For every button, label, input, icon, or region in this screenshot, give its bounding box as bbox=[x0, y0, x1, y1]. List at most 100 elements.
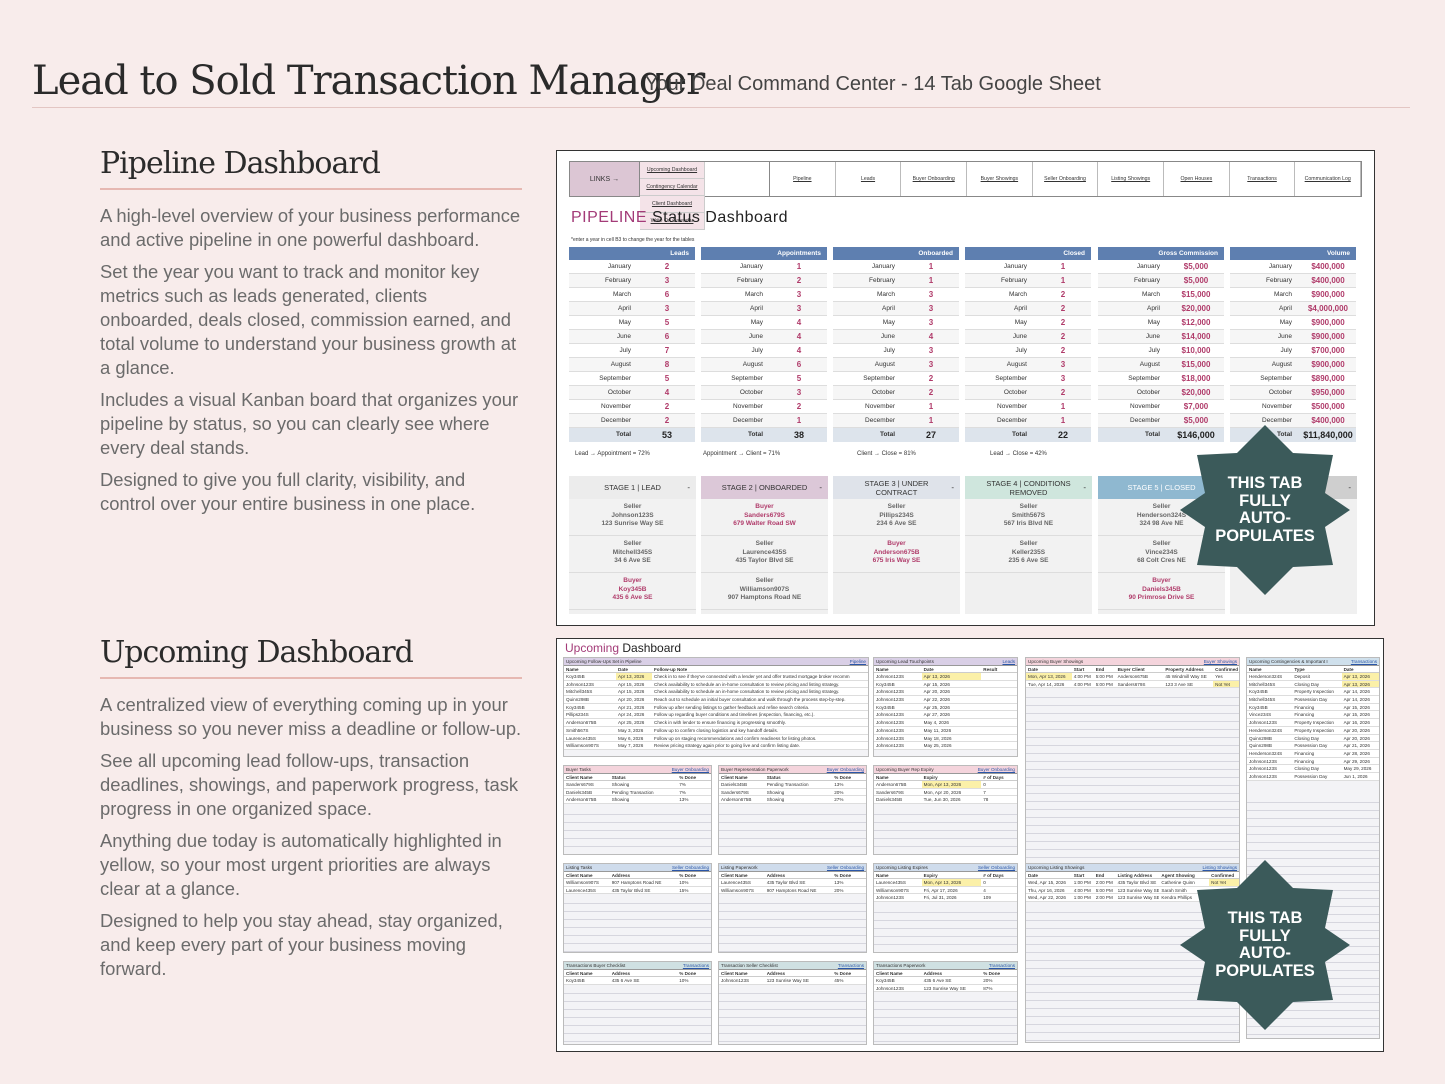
upcoming-block-touchpoints: Upcoming Lead Touchpoints Leads Name Date Re… bbox=[873, 657, 1018, 757]
kanban-card[interactable]: Seller Laurence435S 435 Taylor Blvd SE bbox=[701, 536, 828, 573]
kanban-stage-header[interactable]: STAGE 3 | UNDER CONTRACT bbox=[833, 476, 960, 499]
kanban-card[interactable]: Seller Johnson123S 123 Sunrise Way SE bbox=[569, 499, 696, 536]
cell: Mitchell345S bbox=[1249, 697, 1276, 703]
kanban-card[interactable]: Buyer Anderson675B 675 Iris Way SE bbox=[833, 536, 960, 573]
metric-row: August 6 bbox=[701, 358, 827, 372]
kanban-card[interactable]: Seller Williamson907S 907 Hamptons Road NE bbox=[701, 573, 828, 610]
link-open-houses[interactable]: Open Houses bbox=[1164, 162, 1230, 196]
month-label: August bbox=[1139, 361, 1160, 368]
metric-value: 2 bbox=[1060, 290, 1066, 299]
block-link[interactable]: Transactions bbox=[682, 963, 709, 968]
block-link[interactable]: Transactions bbox=[837, 963, 864, 968]
card-type: Seller bbox=[1019, 503, 1038, 510]
column-header: Client Name bbox=[876, 971, 903, 976]
metric-row: May 4 bbox=[701, 316, 827, 330]
link-write-on-calendar[interactable]: Write On Calendar bbox=[640, 213, 705, 230]
month-label: June bbox=[1277, 333, 1292, 340]
metric-row: August 3 bbox=[833, 358, 959, 372]
year-note: *enter a year in cell B3 to change the y… bbox=[571, 237, 695, 243]
link-seller-onboarding[interactable]: Seller Onboarding bbox=[1033, 162, 1099, 196]
metric-table-header: Onboarded bbox=[833, 247, 959, 260]
metric-table: Volume January $400,000 February $400,000 Mar… bbox=[1230, 247, 1356, 442]
upcoming-paragraph: Anything due today is automatically high… bbox=[100, 830, 502, 899]
block-link[interactable]: Buyer Onboarding bbox=[671, 767, 709, 772]
metric-table: Gross Commission January $5,000 February $5,… bbox=[1098, 247, 1224, 442]
metric-value: $900,000 bbox=[1311, 290, 1345, 299]
pipeline-heading: Pipeline Dashboard bbox=[100, 146, 381, 181]
month-label: October bbox=[607, 389, 631, 396]
kanban-card[interactable]: Buyer Koy345B 435 6 Ave SE bbox=[569, 573, 696, 610]
kanban-stage-header[interactable]: STAGE 2 | ONBOARDED bbox=[701, 476, 828, 499]
block-link[interactable]: Buyer Onboarding bbox=[977, 767, 1015, 772]
block-link[interactable]: Buyer Showings bbox=[1203, 659, 1237, 664]
block-link[interactable]: Seller Onboarding bbox=[977, 865, 1015, 870]
link-buyer-onboarding[interactable]: Buyer Onboarding bbox=[901, 162, 968, 196]
metric-table: Closed January 1 February 1 March 2 April 2 May 2 J… bbox=[965, 247, 1091, 442]
metric-row: September 5 bbox=[701, 372, 827, 386]
cell: Fri, Jul 31, 2026 bbox=[923, 895, 957, 901]
block-header: Upcoming Listing Expires Seller Onboardin… bbox=[874, 864, 1017, 872]
kanban-card[interactable]: Seller Keller235S 235 6 Ave SE bbox=[965, 536, 1092, 573]
kanban-stage-header[interactable]: STAGE 4 | CONDITIONS REMOVED bbox=[965, 476, 1092, 499]
conversion-rate: Client → Close = 81% bbox=[857, 451, 916, 457]
card-type: Seller bbox=[887, 503, 906, 510]
block-link[interactable]: Pipeline bbox=[849, 659, 866, 664]
kanban-card[interactable]: Buyer Sanders679S 679 Walter Road SW bbox=[701, 499, 828, 536]
metric-value: 3 bbox=[1060, 360, 1066, 369]
cell: May 18, 2026 bbox=[923, 735, 952, 741]
link-leads[interactable]: Leads bbox=[836, 162, 902, 196]
link-upcoming-dashboard[interactable]: Upcoming Dashboard bbox=[640, 162, 705, 179]
link-communication-log[interactable]: Communication Log bbox=[1295, 162, 1362, 196]
month-label: November bbox=[997, 403, 1027, 410]
month-label: October bbox=[1003, 389, 1027, 396]
upcoming-title-accent: Upcoming bbox=[565, 641, 620, 655]
block-link[interactable]: Leads bbox=[1002, 659, 1015, 664]
block-link[interactable]: Listing Showings bbox=[1202, 865, 1237, 870]
cell: Apr 20, 2026 bbox=[1343, 727, 1370, 733]
link-listing-showings[interactable]: Listing Showings bbox=[1098, 162, 1165, 196]
pipeline-heading-rule bbox=[100, 188, 522, 190]
link-transactions[interactable]: Transactions bbox=[1230, 162, 1296, 196]
kanban-card[interactable]: Seller Smith567S 567 Iris Blvd NE bbox=[965, 499, 1092, 536]
link-buyer-showings[interactable]: Buyer Showings bbox=[967, 162, 1033, 196]
link-contingency-calendar[interactable]: Contingency Calendar bbox=[640, 179, 705, 196]
metric-row: September 5 bbox=[569, 372, 695, 386]
kanban-card[interactable]: Seller Pillips234S 234 6 Ave SE bbox=[833, 499, 960, 536]
month-label: December bbox=[1130, 417, 1160, 424]
card-address: 435 6 Ave SE bbox=[612, 594, 653, 601]
month-label: March bbox=[612, 291, 631, 298]
metric-row: September $890,000 bbox=[1230, 372, 1356, 386]
block-link[interactable]: Transactions bbox=[1350, 659, 1377, 664]
card-client: Williamson907S bbox=[739, 585, 790, 593]
metric-value: $5,000 bbox=[1183, 276, 1209, 285]
kanban-stage-header[interactable]: STAGE 1 | LEAD bbox=[569, 476, 696, 499]
column-header: Client Name bbox=[566, 775, 593, 780]
cell: 20% bbox=[834, 789, 844, 795]
link-client-dashboard[interactable]: Client Dashboard bbox=[640, 196, 705, 213]
metric-row: June $14,000 bbox=[1098, 330, 1224, 344]
link-pipeline[interactable]: Pipeline bbox=[770, 162, 836, 196]
cell: Follow up after sending listings to gath… bbox=[654, 704, 810, 710]
cell: Apr 27, 2026 bbox=[923, 712, 950, 718]
block-link[interactable]: Transactions bbox=[988, 963, 1015, 968]
month-label: December bbox=[601, 417, 631, 424]
cell: Thu, Apr 16, 2026 bbox=[1028, 887, 1065, 893]
block-link[interactable]: Seller Onboarding bbox=[826, 865, 864, 870]
month-label: September bbox=[995, 375, 1027, 382]
month-label: November bbox=[733, 403, 763, 410]
cell: Sarah Smith bbox=[1161, 887, 1187, 893]
cell: Sanders679S bbox=[876, 789, 904, 795]
block-link[interactable]: Seller Onboarding bbox=[671, 865, 709, 870]
block-link[interactable]: Buyer Onboarding bbox=[826, 767, 864, 772]
badge-text: THIS TAB FULLY AUTO-POPULATES bbox=[1215, 909, 1315, 980]
metric-value: 4 bbox=[928, 332, 934, 341]
cell: Apr 15, 2026 bbox=[923, 681, 950, 687]
kanban-card[interactable]: Buyer Daniels345B 90 Primrose Drive SE bbox=[1098, 573, 1225, 610]
block-row: Daniels345B Pending Transaction 7% bbox=[564, 788, 711, 797]
kanban-card[interactable]: Seller Mitchell345S 34 6 Ave SE bbox=[569, 536, 696, 573]
column-header: Name bbox=[1249, 667, 1262, 672]
cell: Showing bbox=[766, 789, 785, 795]
empty-rows bbox=[564, 896, 711, 952]
cell: Apr 29, 2026 bbox=[1343, 758, 1370, 764]
cell: Kendra Phillips bbox=[1161, 895, 1193, 901]
